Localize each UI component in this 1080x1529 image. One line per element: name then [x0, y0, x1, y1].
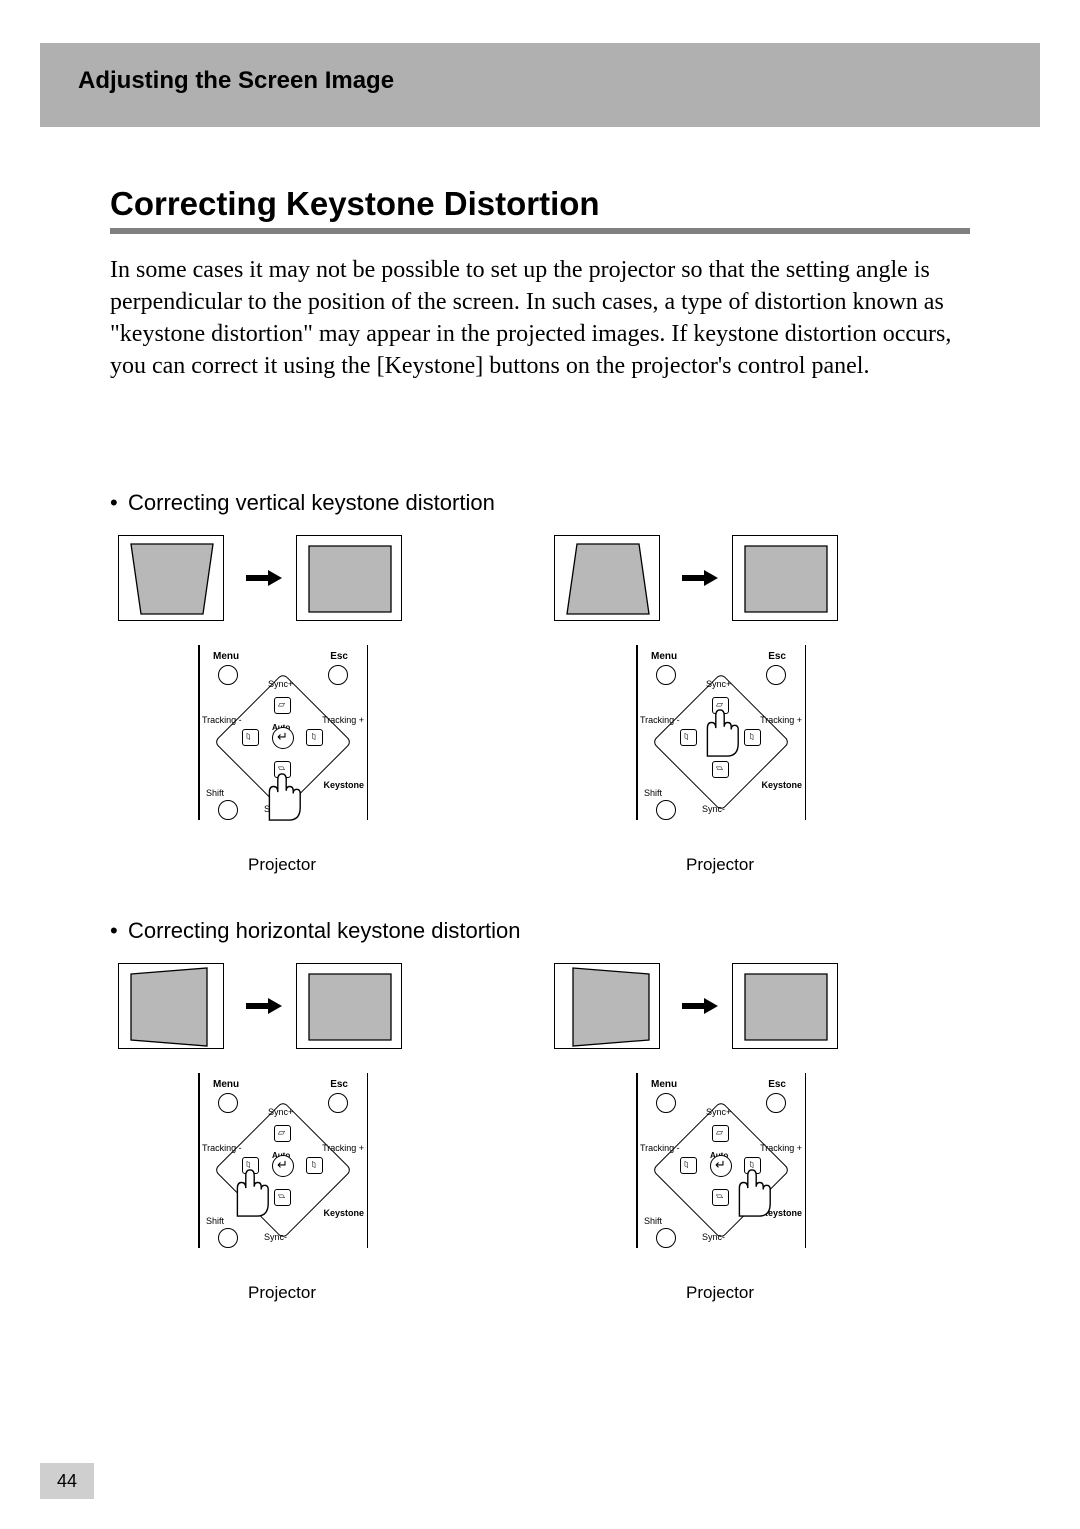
frame-h-a2 — [296, 963, 402, 1049]
label-trackp: Tracking + — [322, 715, 364, 725]
esc-button[interactable] — [766, 1093, 786, 1113]
frame-h-b2 — [732, 963, 838, 1049]
label-keystone: Keystone — [323, 1208, 364, 1218]
label-trackp: Tracking + — [760, 715, 802, 725]
menu-button[interactable] — [218, 665, 238, 685]
esc-button[interactable] — [328, 665, 348, 685]
keystone-right-button[interactable] — [306, 1157, 323, 1174]
control-panel: Menu Esc Sync+ Sync- Tracking - Tracking… — [198, 1073, 368, 1248]
shape-rect — [297, 964, 403, 1050]
control-panel: Menu Esc Sync+ Sync- Tracking - Tracking… — [636, 1073, 806, 1248]
page-number: 44 — [40, 1463, 94, 1499]
bullet-vertical: Correcting vertical keystone distortion — [128, 490, 495, 516]
arrow-icon — [246, 999, 282, 1013]
keystone-up-button[interactable] — [274, 697, 291, 714]
label-trackm: Tracking - — [640, 1143, 680, 1153]
shape-trap-wide-right — [119, 964, 225, 1050]
shift-button[interactable] — [656, 800, 676, 820]
label-menu: Menu — [651, 1079, 677, 1090]
body-paragraph: In some cases it may not be possible to … — [110, 254, 970, 383]
arrow-icon — [682, 571, 718, 585]
control-panel: Menu Esc Sync+ Sync- Tracking - Tracking… — [198, 645, 368, 820]
label-trackm: Tracking - — [202, 1143, 242, 1153]
label-shift: Shift — [206, 788, 224, 798]
frame-v-b2 — [732, 535, 838, 621]
caption-projector: Projector — [248, 855, 316, 875]
shape-trap-wide-bot — [555, 536, 661, 622]
shape-rect — [297, 536, 403, 622]
header-title: Adjusting the Screen Image — [78, 67, 394, 95]
label-syncm: Sync- — [702, 804, 725, 814]
hand-press-icon — [692, 693, 748, 773]
frame-v-a2 — [296, 535, 402, 621]
label-trackm: Tracking - — [640, 715, 680, 725]
menu-button[interactable] — [656, 1093, 676, 1113]
label-syncp: Sync+ — [268, 1107, 293, 1117]
keystone-up-button[interactable] — [712, 1125, 729, 1142]
shift-button[interactable] — [218, 800, 238, 820]
caption-projector: Projector — [686, 1283, 754, 1303]
page-heading: Correcting Keystone Distortion — [110, 185, 600, 223]
bullet-horizontal: Correcting horizontal keystone distortio… — [128, 918, 521, 944]
auto-enter-button[interactable] — [272, 727, 294, 749]
caption-projector: Projector — [248, 1283, 316, 1303]
control-panel: Menu Esc Sync+ Sync- Tracking - Tracking… — [636, 645, 806, 820]
keystone-left-button[interactable] — [680, 1157, 697, 1174]
menu-button[interactable] — [656, 665, 676, 685]
label-keystone: Keystone — [761, 780, 802, 790]
heading-rule — [110, 228, 970, 234]
shift-button[interactable] — [656, 1228, 676, 1248]
arrow-icon — [682, 999, 718, 1013]
frame-v-a1 — [118, 535, 224, 621]
frame-h-b1 — [554, 963, 660, 1049]
label-keystone: Keystone — [323, 780, 364, 790]
shape-rect — [733, 964, 839, 1050]
hand-press-icon — [724, 1153, 780, 1233]
label-menu: Menu — [213, 651, 239, 662]
header-band: Adjusting the Screen Image — [40, 43, 1040, 127]
label-trackp: Tracking + — [322, 1143, 364, 1153]
hand-press-icon — [222, 1153, 278, 1233]
frame-h-a1 — [118, 963, 224, 1049]
menu-button[interactable] — [218, 1093, 238, 1113]
label-esc: Esc — [768, 1079, 786, 1090]
keystone-up-button[interactable] — [274, 1125, 291, 1142]
label-syncp: Sync+ — [706, 679, 731, 689]
frame-v-b1 — [554, 535, 660, 621]
label-shift: Shift — [644, 788, 662, 798]
shape-trap-wide-top — [119, 536, 225, 622]
label-esc: Esc — [768, 651, 786, 662]
label-esc: Esc — [330, 1079, 348, 1090]
esc-button[interactable] — [766, 665, 786, 685]
arrow-icon — [246, 571, 282, 585]
shape-trap-wide-left — [555, 964, 661, 1050]
esc-button[interactable] — [328, 1093, 348, 1113]
label-syncm: Sync- — [264, 1232, 287, 1242]
keystone-left-button[interactable] — [242, 729, 259, 746]
hand-press-icon — [254, 757, 310, 837]
label-trackm: Tracking - — [202, 715, 242, 725]
label-shift: Shift — [644, 1216, 662, 1226]
label-syncm: Sync- — [702, 1232, 725, 1242]
caption-projector: Projector — [686, 855, 754, 875]
label-syncp: Sync+ — [706, 1107, 731, 1117]
label-esc: Esc — [330, 651, 348, 662]
label-menu: Menu — [651, 651, 677, 662]
label-menu: Menu — [213, 1079, 239, 1090]
shape-rect — [733, 536, 839, 622]
label-trackp: Tracking + — [760, 1143, 802, 1153]
keystone-right-button[interactable] — [306, 729, 323, 746]
label-syncp: Sync+ — [268, 679, 293, 689]
